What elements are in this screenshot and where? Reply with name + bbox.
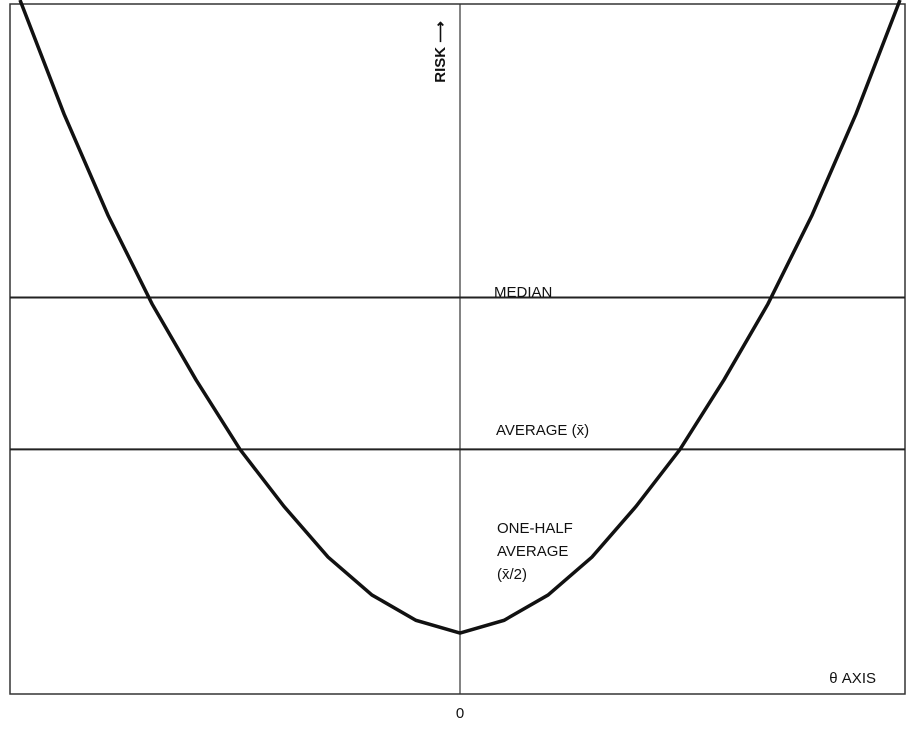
average-label: AVERAGE (x̄) — [496, 422, 589, 439]
y-axis-label: RISK ⟶ — [432, 21, 449, 83]
one-half-average-label-line-3: (x̄/2) — [497, 566, 527, 583]
x-tick-label-zero: 0 — [456, 705, 464, 722]
one-half-average-label-line-2: AVERAGE — [497, 543, 568, 560]
x-axis-label: θ AXIS — [829, 670, 876, 687]
one-half-average-label-line-1: ONE-HALF — [497, 520, 573, 537]
risk-curve — [18, 0, 902, 635]
plot-frame — [9, 3, 906, 695]
median-label: MEDIAN — [494, 284, 552, 301]
